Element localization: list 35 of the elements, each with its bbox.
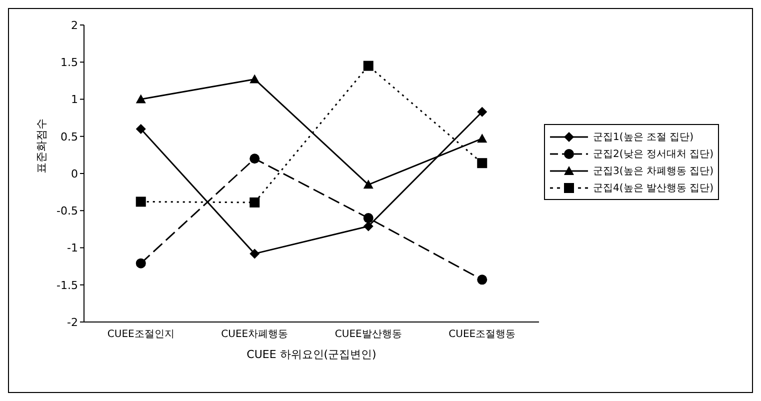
y-tick-label: -1.5: [56, 278, 78, 292]
point: [136, 94, 146, 104]
point: [250, 154, 260, 164]
legend-label: 군집3(높은 차폐행동 집단): [593, 164, 714, 178]
x-tick-label: CUEE차폐행동: [221, 329, 288, 340]
point: [136, 196, 146, 207]
y-tick-label: 1.5: [60, 56, 78, 70]
point: [363, 221, 374, 232]
y-tick-label: 2: [71, 18, 78, 32]
y-tick-label: -1: [67, 242, 78, 255]
y-axis-title: 표준화점수: [34, 118, 48, 174]
point: [250, 248, 260, 259]
y-tick-label: 0.5: [60, 130, 78, 144]
point: [477, 134, 488, 143]
legend-label: 군집4(높은 발산행동 집단): [593, 182, 714, 194]
y-tick-label: -0.5: [56, 204, 78, 218]
point: [477, 274, 488, 285]
x-tick-label: CUEE발산행동: [334, 329, 402, 340]
point: [363, 180, 374, 189]
point: [477, 158, 488, 168]
x-tick-label: CUEE조절행동: [448, 329, 516, 340]
point: [477, 106, 488, 117]
legend-label: 군집1(높은 조절 집단): [593, 130, 694, 144]
point: [250, 74, 260, 84]
point: [363, 213, 374, 224]
point: [136, 258, 146, 268]
point: [363, 60, 374, 71]
point: [250, 197, 260, 208]
x-axis-title: CUEE 하위요인(군집변인): [246, 348, 376, 361]
point: [136, 124, 146, 134]
y-tick-label: -2: [67, 316, 78, 329]
y-tick-label: 0: [71, 167, 78, 180]
y-tick-label: 1: [71, 93, 78, 106]
x-tick-label: CUEE조절인지: [107, 329, 174, 340]
legend-label: 군집2(낮은 정서대처 집단): [593, 148, 714, 160]
